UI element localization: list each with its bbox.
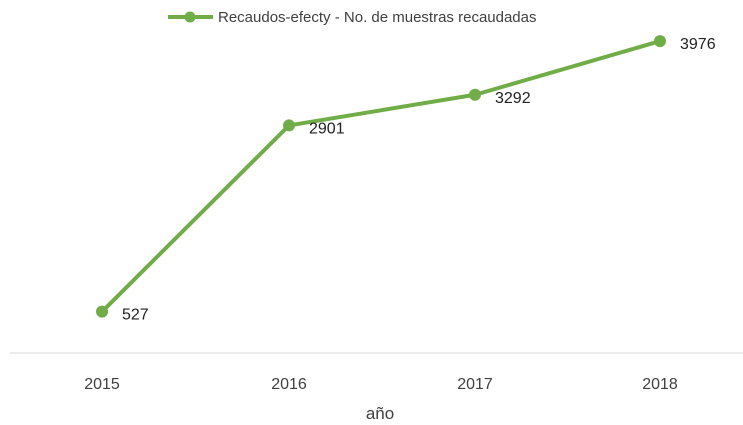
legend-label: Recaudos-efecty - No. de muestras recaud… bbox=[218, 9, 537, 26]
legend: Recaudos-efecty - No. de muestras recaud… bbox=[168, 9, 537, 26]
data-point-marker bbox=[96, 305, 108, 318]
x-tick-label: 2015 bbox=[84, 376, 120, 393]
data-value-label: 527 bbox=[122, 307, 149, 324]
data-point-marker bbox=[469, 88, 481, 101]
data-value-label: 3292 bbox=[495, 90, 531, 107]
series-line bbox=[100, 39, 662, 314]
data-value-label: 2901 bbox=[309, 120, 345, 137]
x-tick-label: 2016 bbox=[271, 376, 307, 393]
x-tick-label: 2018 bbox=[642, 376, 678, 393]
data-labels: 527 2901 3292 3976 bbox=[122, 36, 716, 324]
legend-marker-swatch bbox=[184, 11, 196, 23]
x-tick-label: 2017 bbox=[457, 376, 493, 393]
data-point-marker bbox=[283, 119, 295, 132]
data-value-label: 3976 bbox=[680, 36, 716, 53]
series-markers bbox=[96, 35, 666, 318]
data-point-marker bbox=[654, 35, 666, 48]
x-axis-title: año bbox=[366, 404, 394, 423]
x-tick-labels: 2015 2016 2017 2018 bbox=[84, 376, 678, 393]
